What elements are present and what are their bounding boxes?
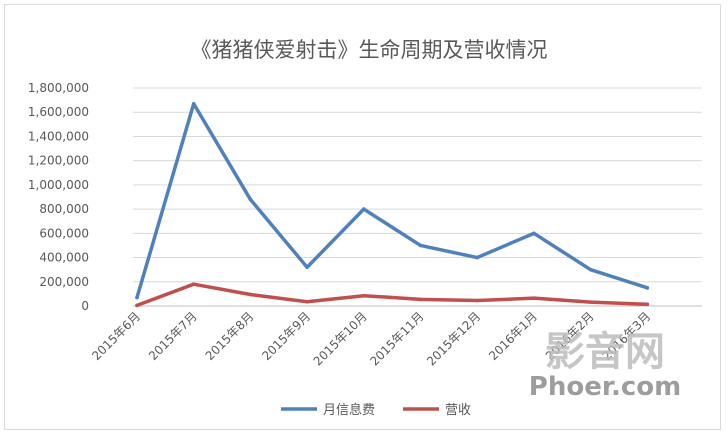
data-point	[362, 293, 366, 298]
data-point	[418, 243, 423, 248]
data-point	[475, 298, 480, 303]
gridlines	[133, 87, 702, 307]
data-point	[191, 282, 196, 287]
x-tick-label: 2015年10月	[311, 309, 370, 368]
data-point	[645, 286, 650, 290]
x-tick-label: 2015年7月	[146, 309, 200, 363]
legend-label: 营收	[445, 403, 471, 418]
y-tick-label: 800,000	[39, 202, 89, 216]
watermark-line2: Phoer.com	[529, 372, 681, 402]
legend-label: 月信息费	[323, 402, 375, 418]
series-lines	[135, 101, 650, 308]
x-tick-label: 2015年6月	[89, 309, 143, 363]
series-line-0	[135, 101, 650, 300]
y-axis-ticks: 0 200,000 400,000 600,000 800,000 1,000,000 1,…	[28, 81, 89, 313]
data-point	[475, 255, 480, 260]
data-point	[135, 303, 139, 308]
x-tick-label: 2015年8月	[203, 309, 257, 363]
data-point	[532, 231, 536, 236]
data-point	[248, 292, 253, 297]
chart-title: 《猪猪侠爱射击》生命周期及营收情况	[191, 38, 548, 62]
x-tick-label: 2015年11月	[367, 309, 426, 368]
data-point	[588, 300, 593, 304]
line-chart: 《猪猪侠爱射击》生命周期及营收情况 0 200,000 400,000 600,000…	[28, 38, 702, 418]
legend: 月信息费 营收	[281, 402, 471, 418]
y-tick-label: 1,000,000	[28, 178, 89, 192]
data-point	[305, 299, 309, 304]
x-tick-label: 2015年12月	[424, 309, 483, 368]
y-tick-label: 0	[81, 299, 89, 313]
data-point	[248, 197, 253, 202]
data-point	[588, 267, 593, 272]
y-tick-label: 200,000	[39, 275, 89, 289]
y-tick-label: 1,400,000	[28, 129, 89, 143]
chart-frame: 《猪猪侠爱射击》生命周期及营收情况 0 200,000 400,000 600,000…	[4, 4, 721, 430]
data-point	[362, 207, 366, 211]
data-point	[418, 297, 423, 302]
watermark-line1: 影音网	[545, 329, 665, 375]
y-tick-label: 400,000	[39, 251, 89, 265]
data-point	[305, 265, 309, 270]
data-point	[191, 101, 196, 106]
x-tick-label: 2015年9月	[259, 309, 313, 363]
data-point	[532, 296, 536, 300]
y-tick-label: 1,600,000	[28, 105, 89, 119]
watermark-logo: 影音网 Phoer.com	[529, 329, 681, 402]
data-point	[135, 295, 139, 300]
x-tick-label: 2016年1月	[486, 309, 540, 363]
y-tick-label: 1,800,000	[28, 81, 89, 95]
series-line-1	[135, 282, 650, 308]
y-tick-label: 600,000	[39, 226, 89, 240]
y-tick-label: 1,200,000	[28, 154, 89, 168]
data-point	[645, 302, 650, 307]
